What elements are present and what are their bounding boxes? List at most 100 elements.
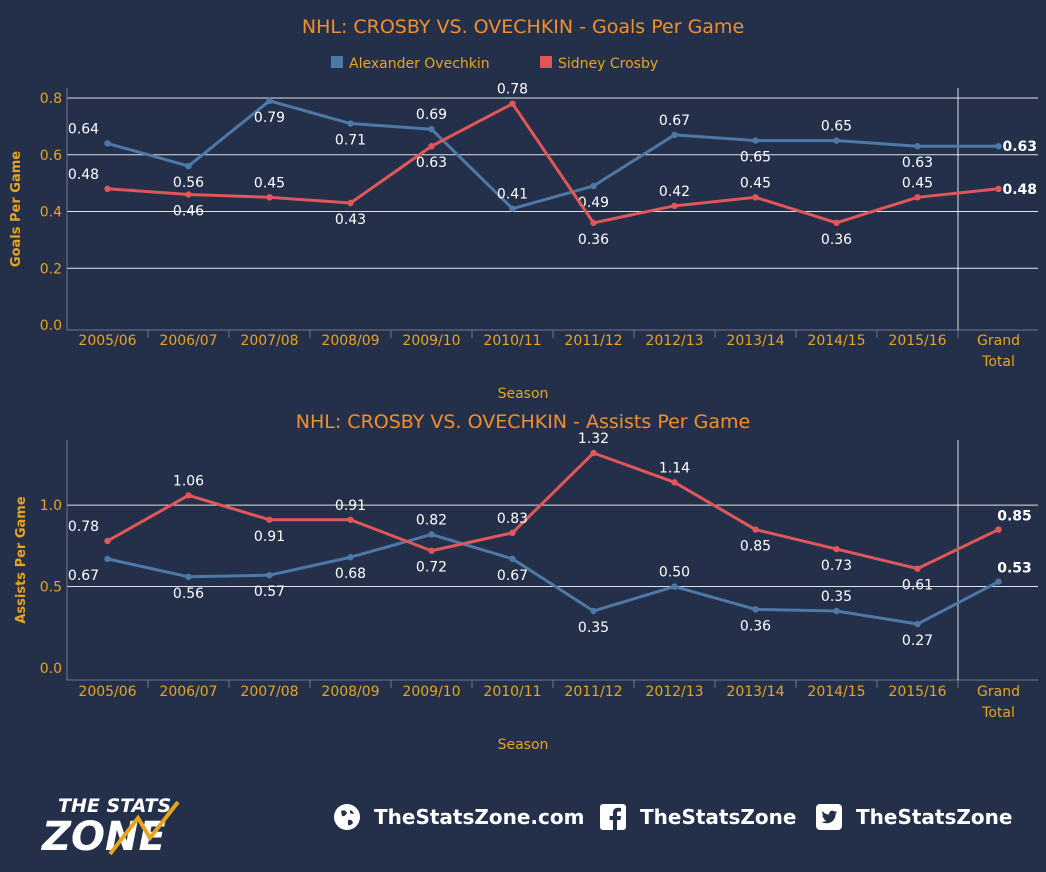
data-point — [833, 219, 840, 227]
data-label: 0.78 — [68, 519, 99, 535]
data-label: 0.45 — [254, 175, 285, 191]
data-point — [995, 143, 1002, 150]
chart-title: NHL: CROSBY VS. OVECHKIN - Assists Per G… — [296, 411, 750, 433]
data-point — [590, 182, 597, 190]
data-point — [104, 140, 111, 147]
logo-line1: THE STATS — [58, 795, 171, 817]
data-point — [914, 194, 921, 201]
x-tick-label: 2006/07 — [159, 684, 217, 700]
facebook-link[interactable]: TheStatsZone — [598, 802, 796, 832]
data-label: 0.67 — [659, 113, 690, 129]
website-text: TheStatsZone.com — [374, 805, 585, 829]
data-label: 1.06 — [173, 473, 204, 489]
data-label: 0.67 — [497, 568, 528, 584]
data-point — [995, 578, 1002, 585]
x-tick-label: 2007/08 — [240, 333, 298, 349]
twitter-link[interactable]: TheStatsZone — [814, 802, 1012, 832]
data-label: 0.56 — [173, 586, 204, 602]
data-label: 0.41 — [497, 187, 528, 203]
data-label: 0.35 — [578, 620, 609, 636]
y-tick-label: 0.2 — [40, 261, 62, 277]
data-label: 0.85 — [740, 539, 771, 555]
x-axis-title: Season — [498, 386, 549, 402]
data-label: 1.14 — [659, 460, 690, 476]
data-point — [995, 526, 1002, 533]
data-point — [590, 219, 597, 227]
x-tick-label: 2015/16 — [888, 333, 946, 349]
x-tick-label: 2008/09 — [321, 684, 379, 700]
data-label: 0.61 — [902, 578, 933, 594]
x-tick-label: 2012/13 — [645, 333, 703, 349]
data-label: 1.32 — [578, 431, 609, 447]
data-label: 0.53 — [997, 561, 1032, 577]
data-point — [833, 545, 840, 553]
x-tick-label: 2010/11 — [483, 333, 541, 349]
data-point — [428, 531, 435, 538]
data-label: 0.43 — [335, 212, 366, 228]
charts-canvas: Alexander Ovechkin Sidney Crosby NHL: CROS… — [9, 16, 1038, 753]
x-tick-label: 2008/09 — [321, 333, 379, 349]
x-tick-label: Grand — [977, 684, 1020, 700]
legend-label-crosby: Sidney Crosby — [558, 56, 658, 72]
x-tick-label: 2015/16 — [888, 684, 946, 700]
data-point — [185, 162, 192, 170]
chart-title: NHL: CROSBY VS. OVECHKIN - Goals Per Gam… — [302, 16, 744, 38]
y-tick-label: 0.0 — [40, 318, 62, 334]
data-point — [104, 537, 111, 545]
logo-zigzag — [108, 800, 180, 856]
data-point — [428, 126, 435, 133]
data-point — [833, 137, 840, 144]
data-point — [347, 554, 354, 561]
y-tick-label: 1.0 — [40, 498, 62, 514]
data-point — [671, 479, 678, 486]
data-label: 0.85 — [997, 509, 1032, 525]
website-link[interactable]: TheStatsZone.com — [332, 802, 584, 832]
x-tick-label: Total — [981, 354, 1015, 370]
data-label: 0.27 — [902, 633, 933, 649]
data-label: 0.36 — [821, 232, 852, 248]
x-tick-label: 2007/08 — [240, 684, 298, 700]
x-tick-label: 2006/07 — [159, 333, 217, 349]
data-label: 0.72 — [416, 560, 447, 576]
series-line-crosby — [106, 451, 1000, 571]
x-tick-label: 2013/14 — [726, 684, 784, 700]
data-label: 0.64 — [68, 121, 99, 137]
data-point — [752, 137, 759, 144]
x-tick-label: 2009/10 — [402, 684, 460, 700]
data-point — [428, 143, 435, 150]
x-tick-label: 2010/11 — [483, 684, 541, 700]
data-point — [509, 529, 516, 537]
data-point — [185, 492, 192, 499]
facebook-text: TheStatsZone — [640, 805, 797, 829]
data-label: 0.83 — [497, 511, 528, 527]
data-point — [914, 620, 921, 628]
x-tick-label: 2009/10 — [402, 333, 460, 349]
x-tick-label: 2012/13 — [645, 684, 703, 700]
data-point — [671, 202, 678, 210]
data-point — [428, 547, 435, 554]
twitter-text: TheStatsZone — [856, 805, 1013, 829]
data-label: 0.63 — [1003, 139, 1038, 155]
data-point — [509, 555, 516, 563]
y-axis-title: Goals Per Game — [9, 151, 24, 267]
x-tick-label: 2013/14 — [726, 333, 784, 349]
data-label: 0.50 — [659, 565, 690, 581]
twitter-icon — [816, 804, 842, 830]
data-label: 0.91 — [335, 498, 366, 514]
data-label: 0.73 — [821, 558, 852, 574]
data-label: 0.69 — [416, 107, 447, 123]
series-line-crosby — [107, 102, 999, 225]
series-line-ovechkin — [107, 99, 999, 211]
globe-icon — [334, 804, 360, 830]
data-label: 0.78 — [497, 82, 528, 98]
data-point — [347, 120, 354, 127]
stats-zone-logo: THE STATS ZONE — [40, 795, 180, 858]
data-label: 0.42 — [659, 184, 690, 200]
data-point — [509, 205, 516, 212]
x-tick-label: Grand — [977, 333, 1020, 349]
x-tick-label: 2005/06 — [78, 684, 136, 700]
y-tick-label: 0.6 — [40, 148, 62, 164]
data-label: 0.71 — [335, 133, 366, 149]
x-tick-label: 2014/15 — [807, 333, 865, 349]
data-point — [104, 555, 111, 563]
